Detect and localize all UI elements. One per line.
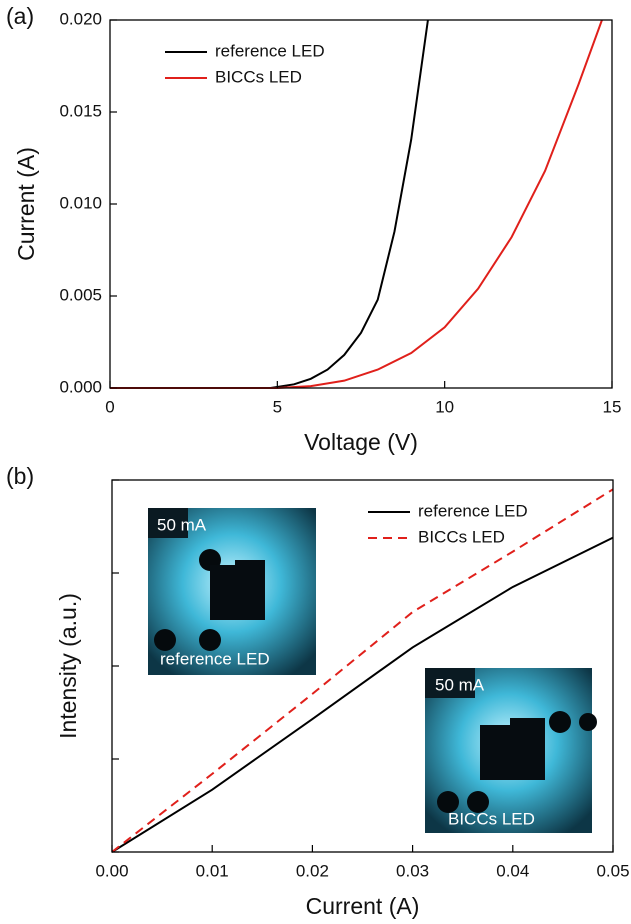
legend-label: reference LED (418, 501, 528, 520)
y-tick-label: 0.000 (59, 377, 102, 396)
inset-label: BICCs LED (448, 809, 535, 828)
inset-image: 50 mA BICCs LED (425, 668, 597, 833)
inset-current: 50 mA (157, 515, 207, 534)
y-tick-label: 0.010 (59, 193, 102, 212)
x-axis-title: Current (A) (306, 893, 420, 919)
inset-image: 50 mA reference LED (148, 508, 316, 675)
x-tick-label: 0 (105, 397, 114, 416)
x-tick-label: 10 (435, 397, 454, 416)
x-tick-label: 0.01 (196, 861, 229, 880)
y-tick-label: 0.020 (59, 9, 102, 28)
x-tick-label: 0.00 (95, 861, 128, 880)
x-tick-label: 0.02 (296, 861, 329, 880)
legend-label: reference LED (215, 41, 325, 60)
x-axis-title: Voltage (V) (304, 429, 418, 455)
x-tick-label: 0.03 (396, 861, 429, 880)
plot-area: 0 5 10 15 0.000 0.005 0.010 0.015 0.020 Voltage (… (6, 3, 621, 455)
y-tick-label: 0.015 (59, 101, 102, 120)
plot-area: 0.00 0.01 0.02 0.03 0.04 0.05 Current (A) Inten… (6, 463, 630, 919)
panel-label: (a) (6, 3, 34, 29)
x-tick-label: 0.04 (496, 861, 529, 880)
x-tick-label: 0.05 (596, 861, 629, 880)
x-tick-label: 5 (273, 397, 282, 416)
legend-label: BICCs LED (215, 67, 302, 86)
legend-label: BICCs LED (418, 527, 505, 546)
y-axis-title: Intensity (a.u.) (55, 593, 81, 739)
series-line (110, 19, 603, 389)
x-tick-label: 15 (603, 397, 622, 416)
panel-label: (b) (6, 463, 34, 489)
series-line (110, 19, 429, 389)
series-line (111, 536, 614, 853)
y-axis-title: Current (A) (13, 147, 39, 261)
inset-current: 50 mA (435, 675, 485, 694)
inset-label: reference LED (160, 649, 270, 668)
y-tick-label: 0.005 (59, 285, 102, 304)
series-line (111, 488, 614, 853)
